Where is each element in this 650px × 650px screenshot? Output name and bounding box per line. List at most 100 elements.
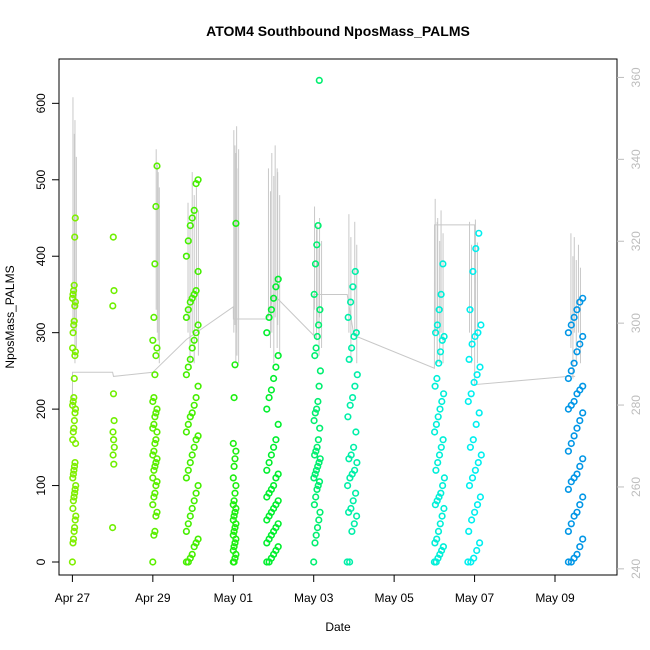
- point-0-31: [68, 344, 77, 352]
- point-7-12: [351, 466, 359, 474]
- point-4-8: [229, 531, 237, 539]
- point-0-20: [69, 428, 77, 436]
- point-0-34: [70, 317, 78, 325]
- point-6-8: [313, 485, 321, 494]
- point-9-17: [472, 420, 480, 429]
- x-axis-label: Date: [325, 620, 351, 634]
- point-0-23: [71, 409, 79, 417]
- point-2-25: [149, 397, 157, 406]
- point-8-17: [440, 474, 449, 482]
- point-3-16: [186, 459, 194, 467]
- point-10-12: [564, 485, 573, 494]
- point-2-33: [152, 202, 160, 211]
- point-9-32: [475, 229, 483, 237]
- point-8-21: [437, 443, 445, 451]
- point-8-26: [436, 405, 444, 413]
- point-9-24: [465, 355, 473, 364]
- point-10-6: [564, 527, 573, 536]
- point-9-3: [473, 546, 481, 555]
- point-2-5: [149, 501, 157, 509]
- point-0-25: [68, 401, 77, 409]
- point-10-18: [564, 447, 573, 455]
- point-5-25: [265, 459, 273, 467]
- point-4-19: [232, 482, 240, 490]
- point-1-4: [109, 436, 118, 444]
- point-8-24: [432, 420, 441, 429]
- x-tick-label-5: May 07: [455, 591, 495, 605]
- point-6-11: [310, 474, 318, 482]
- point-5-5: [274, 543, 282, 551]
- point-5-0: [263, 558, 271, 566]
- point-4-17: [230, 497, 238, 505]
- point-3-26: [192, 394, 200, 402]
- point-6-30: [313, 332, 321, 341]
- chart-title: ATOM4 Southbound NposMass_PALMS: [206, 23, 470, 39]
- x-tick-label-6: May 09: [535, 591, 575, 605]
- x-tick-label-0: Apr 27: [55, 591, 91, 605]
- point-8-22: [439, 436, 447, 444]
- point-3-6: [194, 535, 202, 543]
- point-4-9: [230, 527, 238, 536]
- point-5-28: [272, 436, 280, 444]
- point-8-2: [434, 554, 442, 562]
- y2-tick-label-4: 320: [629, 231, 643, 251]
- point-7-13: [353, 459, 361, 467]
- x-tick-label-1: Apr 29: [135, 591, 171, 605]
- point-2-14: [153, 455, 161, 463]
- point-9-31: [472, 245, 480, 253]
- point-5-39: [270, 294, 278, 302]
- secondary-series: [71, 224, 576, 410]
- point-5-11: [274, 520, 282, 528]
- point-3-9: [186, 512, 194, 520]
- y-tick-label-1: 100: [34, 475, 48, 495]
- point-4-25: [230, 394, 238, 402]
- point-7-22: [353, 371, 361, 379]
- point-6-14: [314, 462, 322, 471]
- point-4-1: [230, 558, 238, 566]
- point-8-18: [432, 466, 440, 474]
- point-6-22: [310, 417, 318, 425]
- point-4-27: [232, 219, 240, 227]
- point-1-8: [109, 302, 117, 310]
- point-8-15: [437, 489, 445, 497]
- point-10-21: [573, 424, 581, 432]
- point-4-23: [232, 447, 240, 455]
- point-1-0: [108, 523, 117, 532]
- point-1-6: [110, 417, 118, 425]
- point-0-29: [71, 352, 79, 360]
- point-0-11: [71, 485, 79, 494]
- point-9-15: [466, 443, 475, 451]
- point-9-21: [470, 378, 478, 387]
- point-8-27: [438, 397, 446, 406]
- point-7-20: [349, 394, 357, 402]
- point-5-35: [274, 352, 282, 360]
- point-7-17: [352, 428, 360, 436]
- point-8-23: [431, 428, 439, 436]
- y2-tick-label-6: 360: [629, 67, 643, 87]
- point-2-12: [151, 462, 159, 471]
- point-6-26: [315, 382, 323, 390]
- point-7-29: [349, 283, 357, 291]
- point-10-5: [579, 535, 587, 543]
- point-10-41: [579, 294, 587, 302]
- point-7-4: [353, 512, 361, 520]
- point-6-17: [311, 451, 319, 459]
- point-3-40: [192, 287, 200, 295]
- point-10-19: [567, 439, 575, 448]
- point-0-3: [70, 527, 78, 536]
- point-8-38: [437, 290, 445, 299]
- point-6-4: [315, 516, 323, 524]
- point-6-1: [311, 539, 319, 547]
- point-5-29: [274, 420, 282, 429]
- y2-axis: 240 260 280 300 320 340 360: [617, 67, 643, 579]
- point-10-39: [573, 306, 581, 314]
- point-4-10: [231, 523, 239, 532]
- point-2-22: [151, 413, 159, 421]
- point-0-21: [70, 424, 78, 432]
- point-8-37: [435, 306, 443, 314]
- point-5-33: [270, 374, 278, 383]
- point-8-39: [439, 260, 447, 268]
- point-6-13: [312, 466, 321, 474]
- point-8-36: [433, 321, 442, 329]
